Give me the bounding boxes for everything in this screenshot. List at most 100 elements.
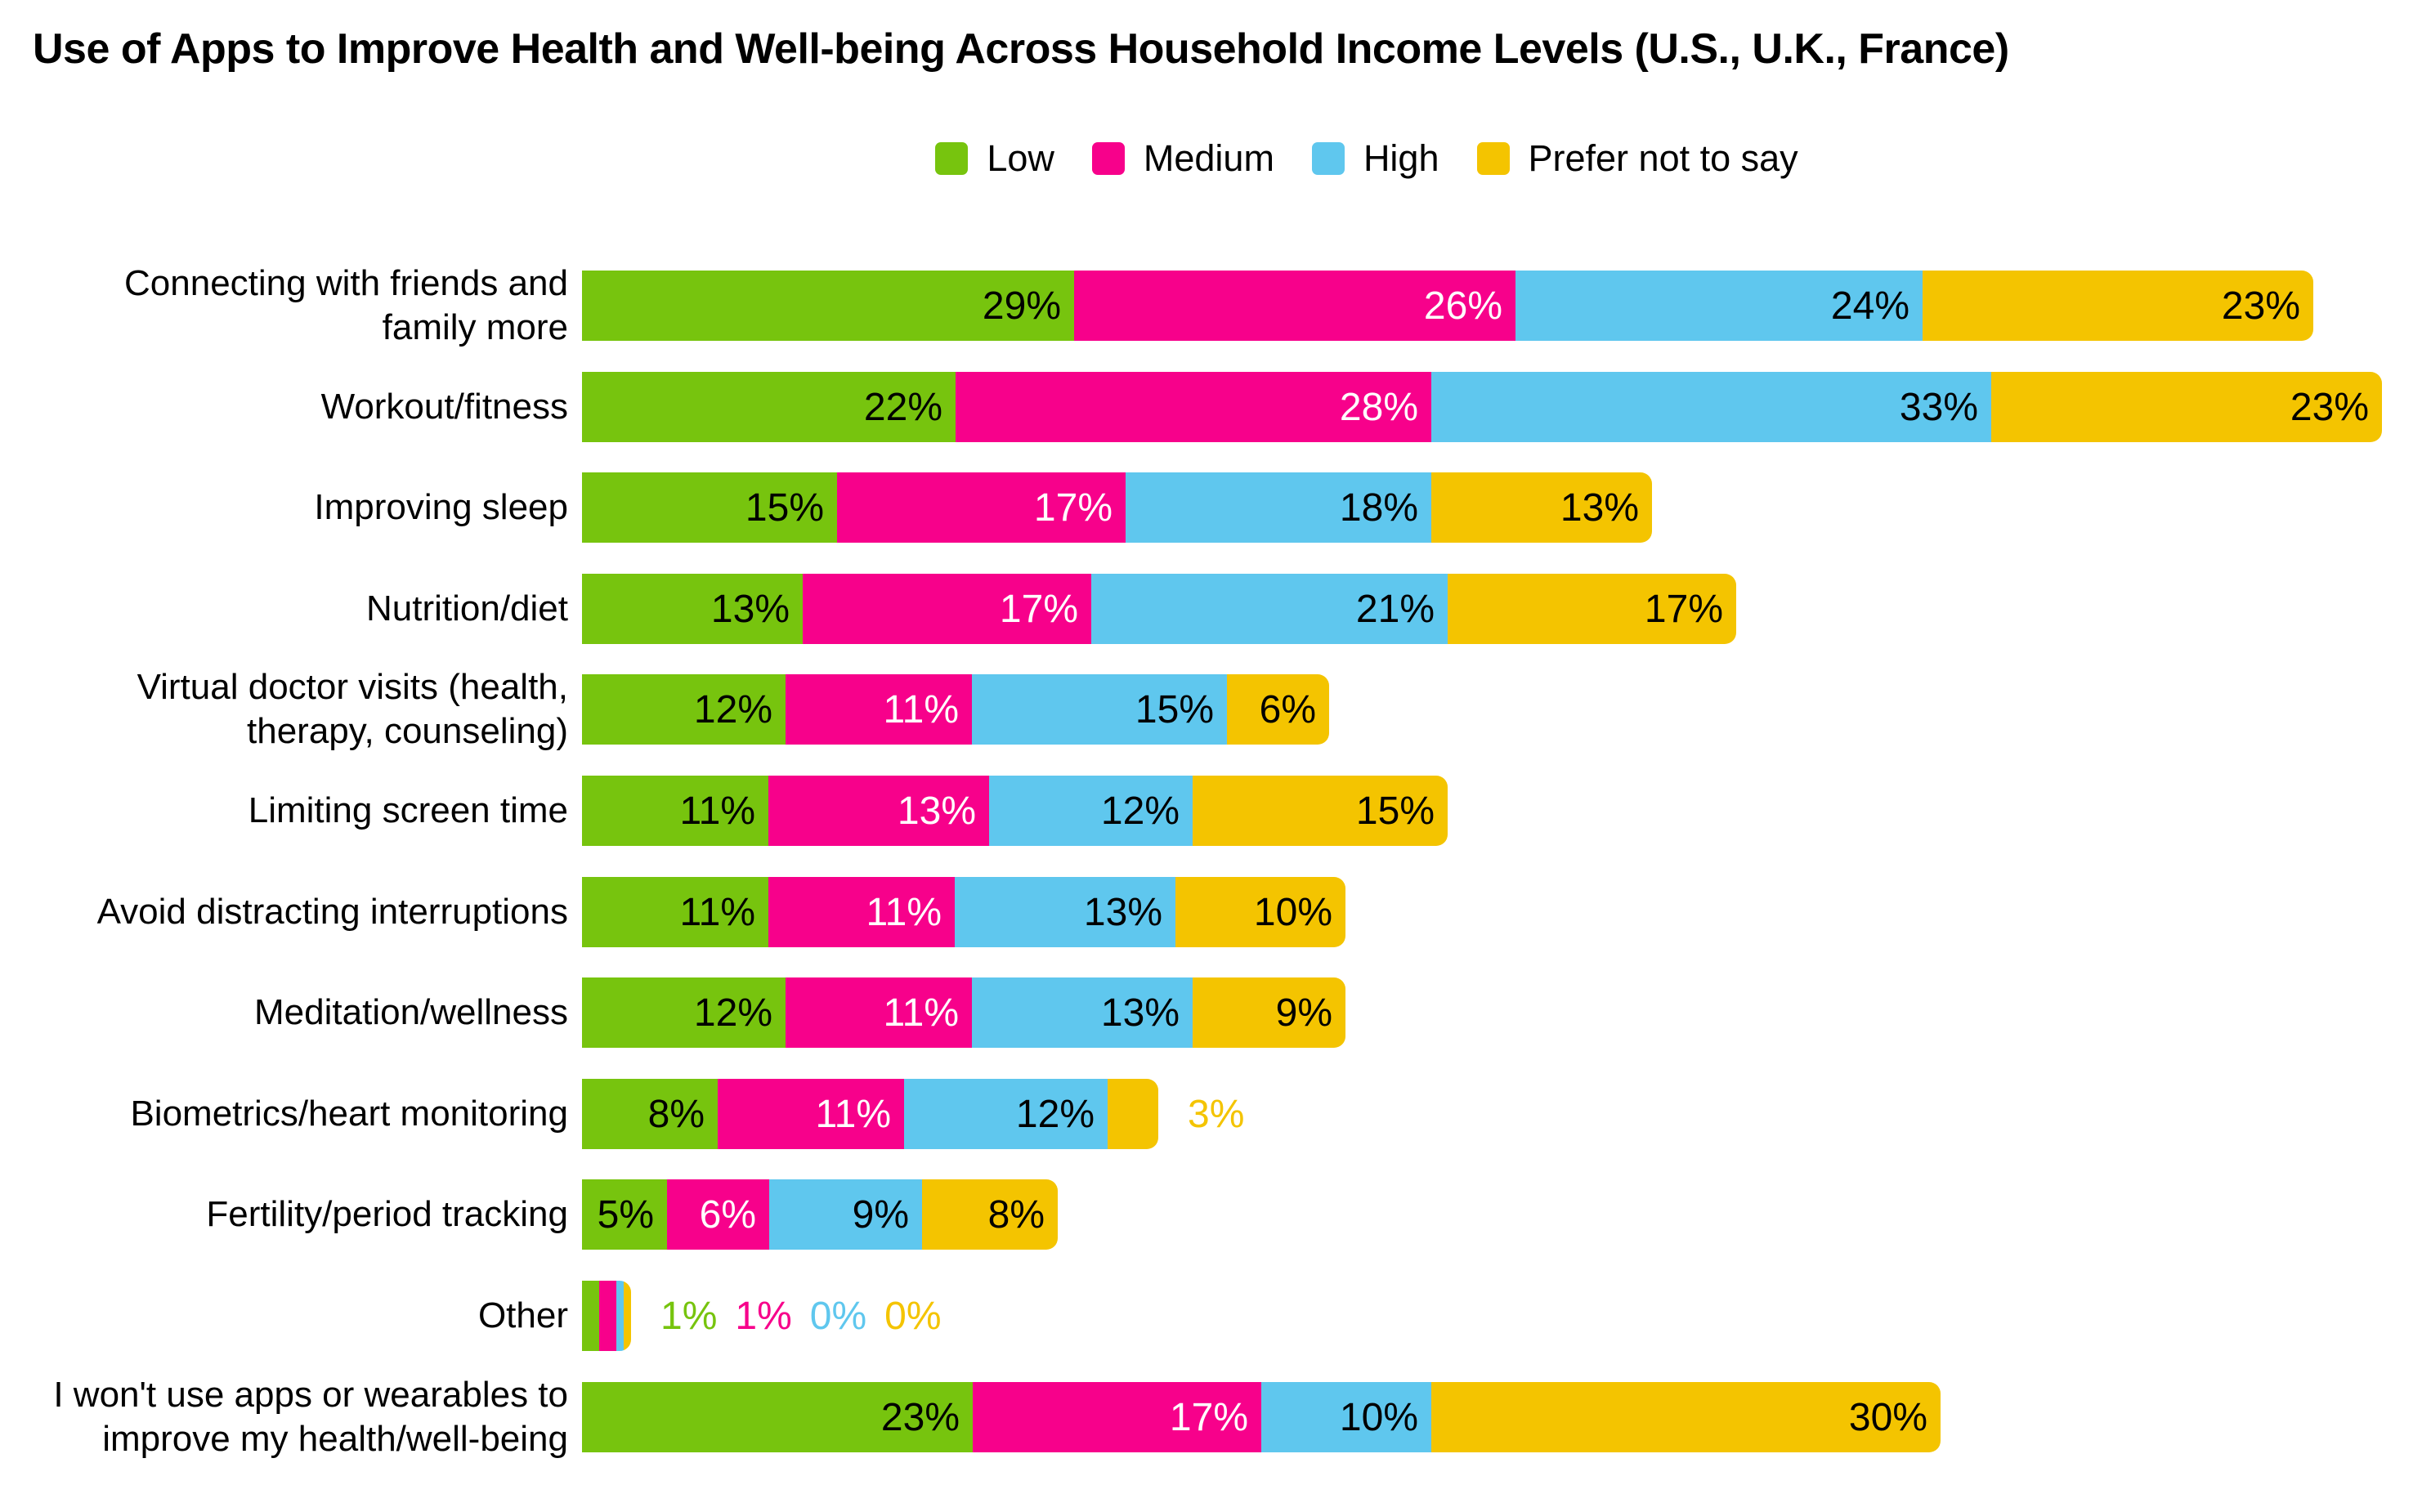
bar-segment-prefer-not-to-say: 23% (1991, 372, 2382, 442)
category-row-biometrics-heart-monitoring: Biometrics/heart monitoring 8% 11% 12% 3% (0, 1079, 2431, 1149)
bar-segment-low: 12% (582, 977, 786, 1048)
stacked-bar (582, 1281, 631, 1351)
value-label-outside: 3% (1188, 1092, 1245, 1136)
category-label: Workout/fitness (320, 387, 568, 427)
legend-swatch-medium (1091, 142, 1125, 175)
value-label: 30% (1848, 1395, 1927, 1439)
bar-segment-high: 24% (1515, 271, 1923, 341)
value-label: 10% (1339, 1395, 1418, 1439)
category-label: Other (477, 1295, 568, 1335)
bar-segment-medium: 11% (786, 977, 972, 1048)
bar-segment-low: 15% (582, 472, 837, 543)
bar-segment-high (616, 1281, 624, 1351)
legend-label: Medium (1143, 137, 1274, 179)
bar-segment-medium: 17% (837, 472, 1126, 543)
value-label: 11% (815, 1092, 891, 1136)
category-row-workout-fitness: Workout/fitness 22% 28% 33% 23% (0, 372, 2431, 442)
bar-segment-prefer-not-to-say: 23% (1923, 271, 2313, 341)
bar-segment-high: 18% (1126, 472, 1431, 543)
category-label: Biometrics/heart monitoring (130, 1094, 568, 1134)
bar-segment-low: 12% (582, 674, 786, 745)
bar-segment-medium: 17% (803, 574, 1091, 644)
value-label: 6% (699, 1192, 756, 1237)
bar-segment-high: 33% (1431, 372, 1991, 442)
value-label: 9% (1275, 991, 1332, 1035)
bar-segment-prefer-not-to-say: 13% (1431, 472, 1652, 543)
legend-item-medium: Medium (1091, 137, 1274, 180)
value-label: 22% (863, 385, 942, 429)
bar-segment-low: 11% (582, 877, 768, 947)
bar-segment-prefer-not-to-say: 6% (1227, 674, 1329, 745)
category-label: Avoid distracting interruptions (96, 892, 568, 932)
value-label: 17% (1644, 587, 1723, 631)
value-label-outside: 1% (735, 1294, 792, 1338)
value-label: 17% (1169, 1395, 1248, 1439)
value-label: 13% (1560, 485, 1639, 530)
bar-segment-high: 9% (769, 1179, 922, 1250)
category-label: Virtual doctor visits (health, therapy, … (137, 667, 568, 751)
value-label: 23% (2290, 385, 2369, 429)
value-label: 15% (1135, 687, 1214, 731)
value-label: 12% (1100, 789, 1180, 833)
bar-segment-high: 15% (972, 674, 1227, 745)
bar-segment-medium: 11% (718, 1079, 904, 1149)
bar-segment-prefer-not-to-say: 8% (922, 1179, 1058, 1250)
category-row-other: Other 1% 1% 0% 0% (0, 1281, 2431, 1351)
value-label: 13% (1083, 890, 1162, 934)
value-label: 21% (1355, 587, 1435, 631)
bar-segment-low: 13% (582, 574, 803, 644)
category-row-fertility-period-tracking: Fertility/period tracking 5% 6% 9% 8% (0, 1179, 2431, 1250)
category-label: Limiting screen time (248, 790, 568, 830)
outside-value-labels: 1% 1% 0% 0% (660, 1294, 942, 1339)
legend-item-high: High (1311, 137, 1439, 180)
stacked-bar: 12% 11% 15% 6% (582, 674, 1329, 745)
legend-swatch-high (1311, 142, 1345, 175)
bar-segment-high: 12% (904, 1079, 1108, 1149)
bar-segment-high: 12% (989, 776, 1193, 846)
legend-item-prefer-not-to-say: Prefer not to say (1476, 137, 1798, 180)
value-label: 11% (866, 890, 942, 934)
category-label: Meditation/wellness (254, 992, 568, 1032)
bar-segment-low: 5% (582, 1179, 667, 1250)
value-label: 29% (982, 284, 1061, 328)
stacked-bar: 13% 17% 21% 17% (582, 574, 1736, 644)
value-label: 6% (1259, 687, 1316, 731)
stacked-bar: 12% 11% 13% 9% (582, 977, 1345, 1048)
legend-label: Low (987, 137, 1054, 179)
bar-segment-low (582, 1281, 599, 1351)
value-label: 18% (1339, 485, 1418, 530)
stacked-bar: 11% 11% 13% 10% (582, 877, 1345, 947)
value-label: 11% (679, 890, 755, 934)
category-row-improving-sleep: Improving sleep 15% 17% 18% 13% (0, 472, 2431, 543)
stacked-bar: 8% 11% 12% (582, 1079, 1158, 1149)
value-label: 28% (1339, 385, 1418, 429)
value-label: 13% (897, 789, 976, 833)
bar-segment-prefer-not-to-say: 17% (1448, 574, 1736, 644)
chart-title: Use of Apps to Improve Health and Well-b… (33, 25, 2009, 73)
value-label: 23% (2221, 284, 2300, 328)
bar-segment-prefer-not-to-say: 30% (1431, 1382, 1941, 1452)
stacked-bar: 22% 28% 33% 23% (582, 372, 2382, 442)
bar-segment-medium: 13% (768, 776, 989, 846)
category-row-connecting-with-friends-and: Connecting with friends and family more 2… (0, 263, 2431, 347)
value-label: 12% (693, 991, 772, 1035)
bar-segment-high: 13% (955, 877, 1175, 947)
stacked-bar: 29% 26% 24% 23% (582, 271, 2313, 341)
category-row-virtual-doctor-visits-health: Virtual doctor visits (health, therapy, … (0, 667, 2431, 751)
value-label-outside: 0% (884, 1294, 942, 1338)
bar-segment-prefer-not-to-say: 15% (1193, 776, 1448, 846)
value-label: 8% (987, 1192, 1045, 1237)
value-label: 15% (745, 485, 824, 530)
bar-segment-high: 21% (1091, 574, 1448, 644)
outside-value-labels: 3% (1188, 1092, 1244, 1137)
value-label: 9% (852, 1192, 909, 1237)
category-label: Fertility/period tracking (206, 1194, 568, 1234)
legend-label: Prefer not to say (1528, 137, 1798, 179)
category-label: Nutrition/diet (365, 588, 568, 629)
bar-segment-high: 13% (972, 977, 1193, 1048)
bar-segment-high: 10% (1261, 1382, 1431, 1452)
value-label: 13% (1100, 991, 1180, 1035)
category-row-nutrition-diet: Nutrition/diet 13% 17% 21% 17% (0, 574, 2431, 644)
